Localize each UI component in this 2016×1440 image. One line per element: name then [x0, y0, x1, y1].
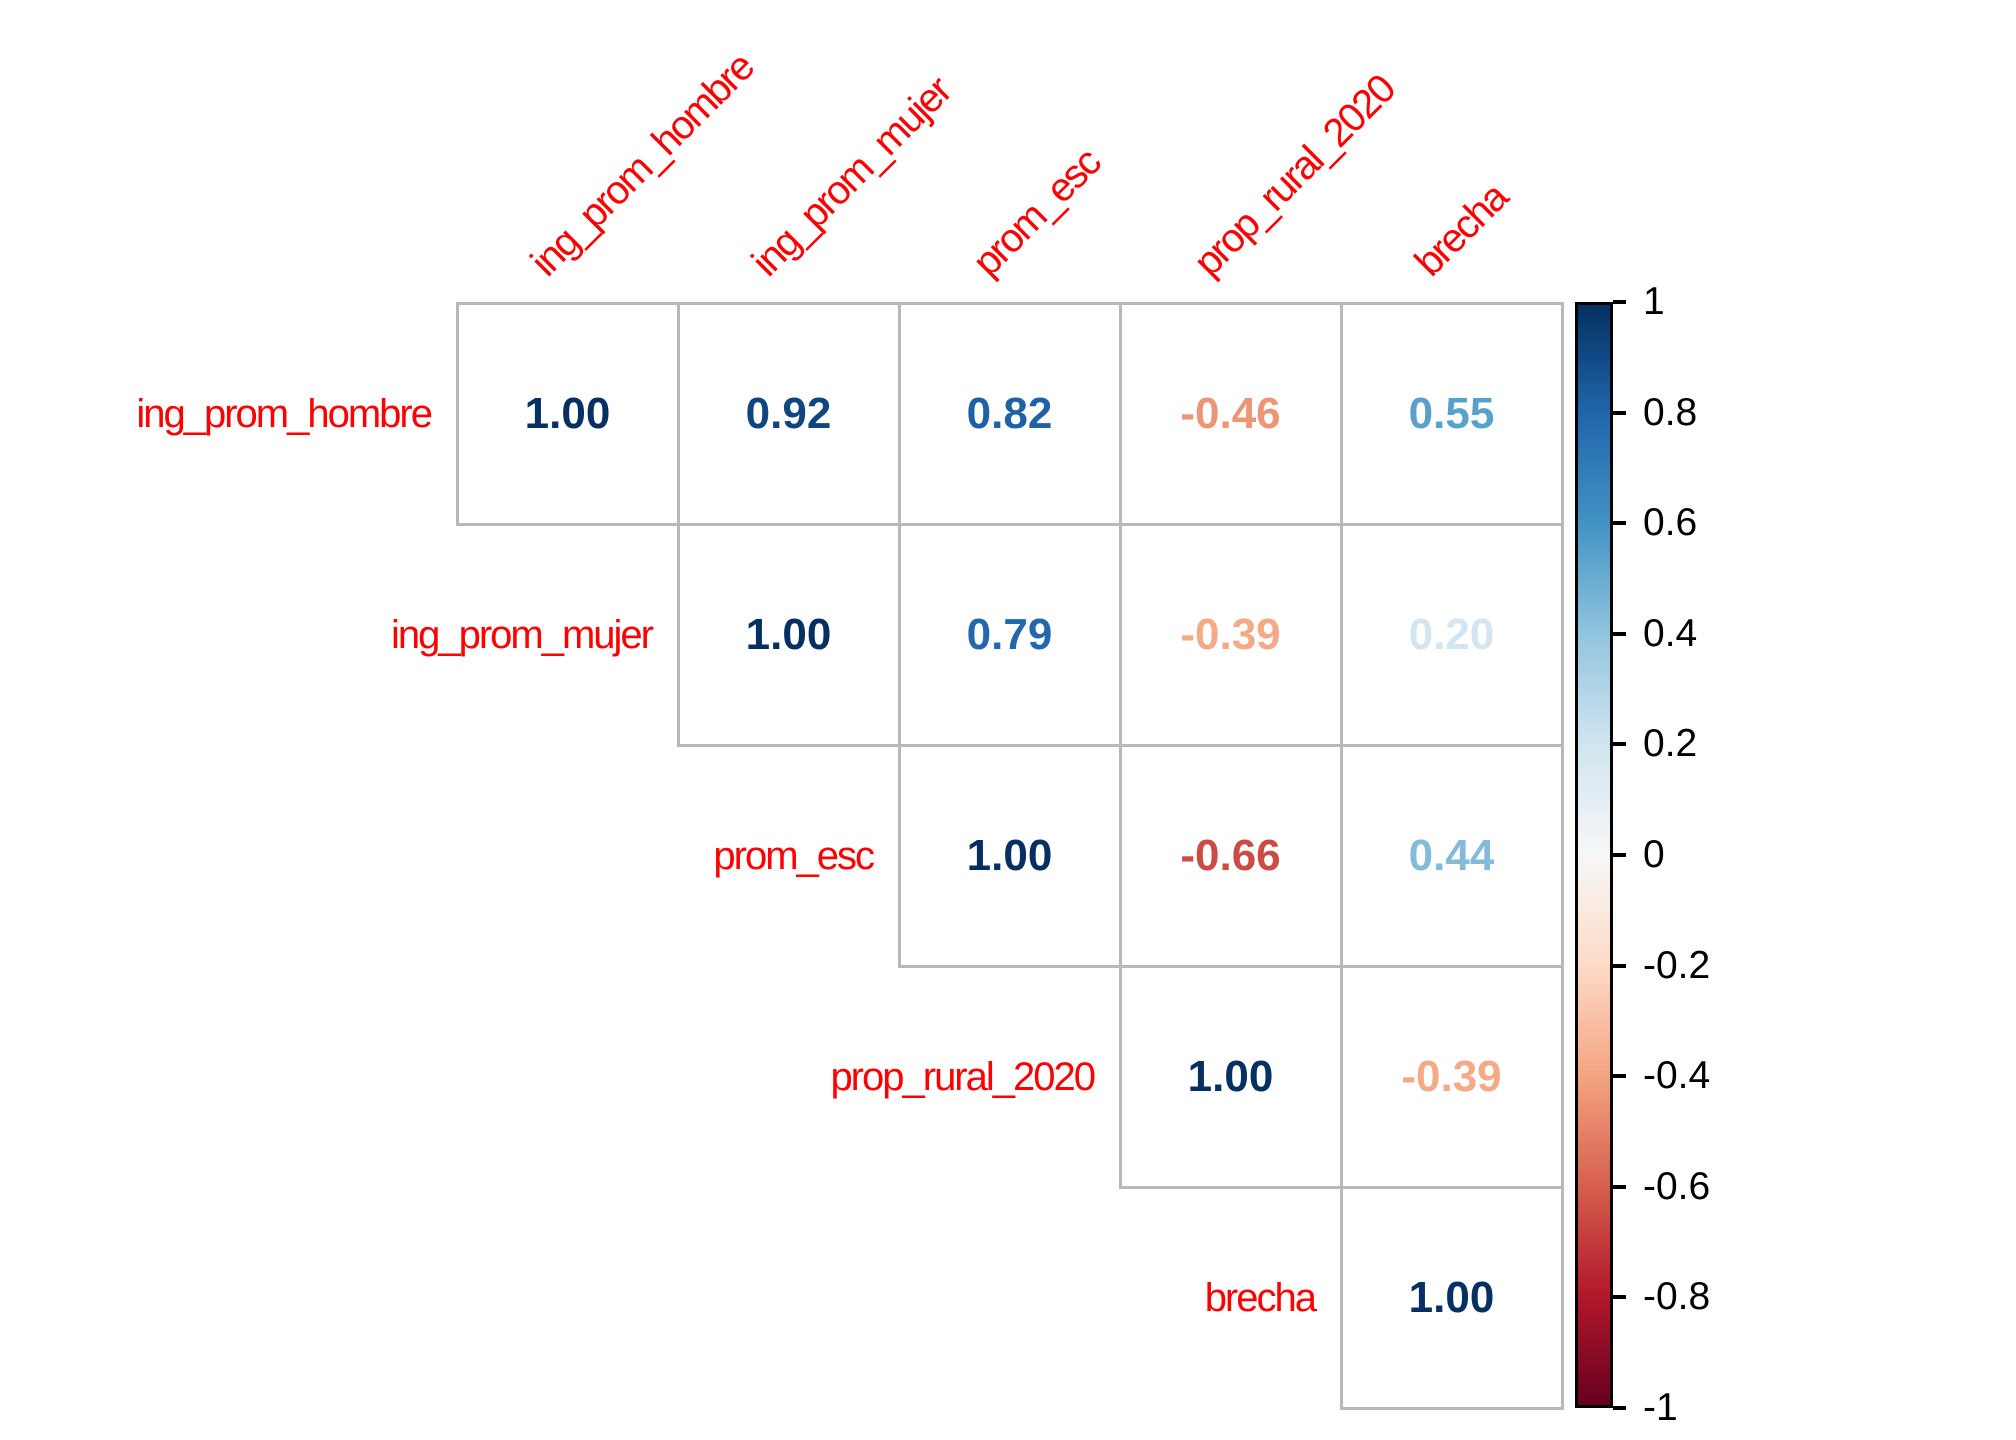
row-label: prom_esc [713, 833, 875, 878]
colorbar-tick-label: -0.4 [1643, 1054, 1711, 1098]
correlation-value: 1.00 [1187, 1051, 1274, 1101]
colorbar-tick [1613, 410, 1626, 415]
correlation-value: 1.00 [745, 609, 832, 659]
colorbar-tick [1613, 1295, 1626, 1300]
correlation-value: 1.00 [1408, 1272, 1495, 1322]
colorbar-tick-label: -0.2 [1643, 943, 1711, 987]
colorbar-tick [1613, 1184, 1626, 1189]
correlation-value: -0.39 [1401, 1051, 1502, 1101]
row-label: prop_rural_2020 [830, 1054, 1096, 1099]
colorbar-tick-label: 0.2 [1643, 722, 1698, 766]
correlation-value: -0.46 [1180, 388, 1281, 438]
row-label: brecha [1204, 1275, 1317, 1320]
colorbar-tick [1613, 1074, 1626, 1079]
colorbar-tick-label: -0.8 [1643, 1275, 1711, 1319]
colorbar-tick-label: 0.6 [1643, 501, 1698, 545]
column-label: brecha [1406, 175, 1516, 285]
correlation-value: 0.55 [1408, 388, 1495, 438]
colorbar-tick [1613, 521, 1626, 526]
column-label: prom_esc [964, 140, 1109, 285]
colorbar-tick-label: -0.6 [1643, 1164, 1711, 1208]
column-label: prop_rural_2020 [1185, 67, 1403, 285]
correlation-value: 0.44 [1408, 830, 1495, 880]
row-label: ing_prom_hombre [136, 391, 433, 436]
colorbar-tick [1613, 853, 1626, 857]
colorbar-tick-label: -1 [1643, 1386, 1678, 1429]
correlation-value: 1.00 [966, 830, 1053, 880]
row-label: ing_prom_mujer [390, 612, 654, 657]
colorbar-tick [1613, 742, 1626, 747]
colorbar-tick-label: 0.4 [1643, 611, 1698, 655]
correlation-value: 0.92 [745, 388, 832, 438]
correlation-value: 0.20 [1408, 609, 1495, 659]
colorbar [1575, 302, 1613, 1408]
colorbar-tick-label: 0.8 [1643, 390, 1698, 434]
correlation-value: 0.82 [966, 388, 1053, 438]
column-label: ing_prom_hombre [522, 45, 762, 285]
colorbar-tick [1613, 300, 1626, 304]
colorbar-tick [1613, 631, 1626, 636]
correlation-value: -0.66 [1180, 830, 1281, 880]
colorbar-tick-label: 1 [1643, 280, 1665, 323]
colorbar-tick [1613, 963, 1626, 968]
correlation-value: -0.39 [1180, 609, 1281, 659]
colorbar-tick [1613, 1406, 1626, 1410]
correlation-value: 1.00 [524, 388, 611, 438]
column-label: ing_prom_mujer [743, 69, 959, 285]
matrix-cell [1339, 1185, 1564, 1410]
colorbar-tick-label: 0 [1643, 833, 1665, 876]
correlation-value: 0.79 [966, 609, 1053, 659]
